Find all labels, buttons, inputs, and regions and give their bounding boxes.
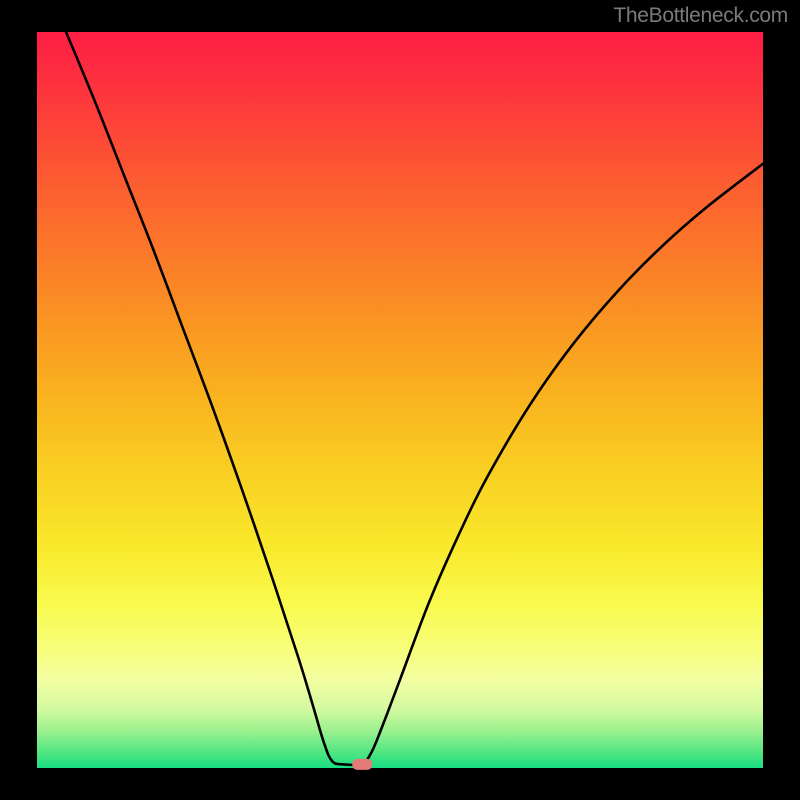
bottleneck-curve-chart bbox=[0, 0, 800, 800]
watermark-text: TheBottleneck.com bbox=[613, 4, 788, 28]
optimal-marker bbox=[352, 759, 372, 770]
chart-container: TheBottleneck.com bbox=[0, 0, 800, 800]
plot-area bbox=[37, 32, 763, 768]
